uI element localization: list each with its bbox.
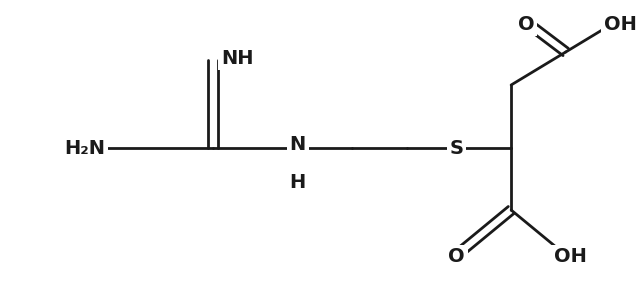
Text: NH: NH (221, 48, 254, 68)
Text: O: O (448, 248, 465, 266)
Text: H: H (290, 173, 306, 193)
Text: OH: OH (604, 14, 637, 33)
Text: O: O (518, 14, 534, 33)
Text: N: N (290, 135, 306, 153)
Text: OH: OH (554, 248, 587, 266)
Text: S: S (449, 138, 463, 158)
Text: H₂N: H₂N (64, 138, 105, 158)
